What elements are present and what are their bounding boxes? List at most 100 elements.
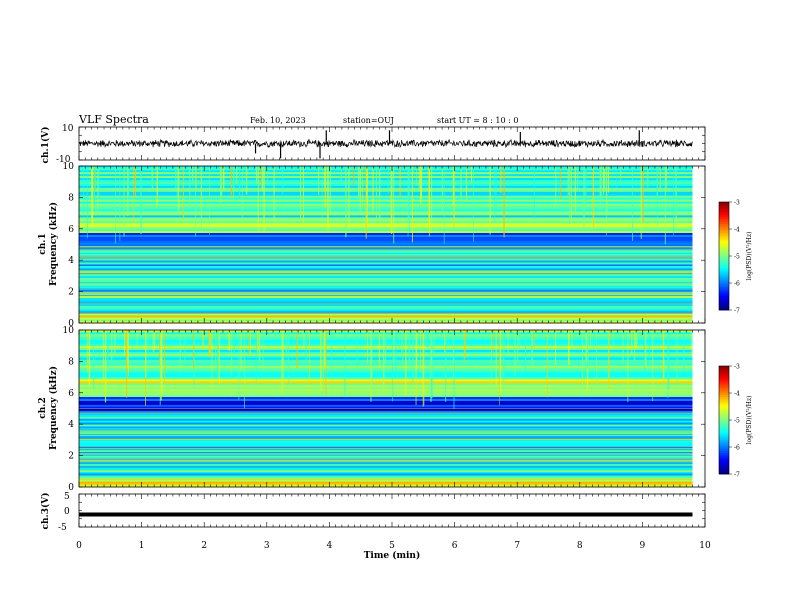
spectrogram-cell-row: [79, 441, 693, 445]
spectrogram-cell-row: [79, 262, 693, 265]
colorbar-step: [719, 450, 729, 453]
ch1-spectrogram-image: [79, 166, 693, 324]
colorbar-step: [719, 308, 729, 311]
spectrogram-cell-row: [79, 475, 693, 478]
freq-tick-label: 6: [68, 225, 74, 235]
colorbar-step: [719, 443, 729, 446]
colorbar-step: [719, 203, 729, 206]
spectrogram-cell-row: [79, 264, 693, 267]
colorbar-step: [719, 275, 729, 278]
spectrogram-cell-row: [79, 412, 693, 415]
time-tick-label: 6: [452, 541, 458, 551]
spectrogram-cell-row: [79, 469, 693, 472]
spectrogram-cell-row: [79, 175, 693, 179]
ch3-xticks: [78, 494, 706, 527]
ch2-spectrogram-xticks: [78, 330, 706, 487]
colorbar-step: [719, 454, 729, 457]
spectrogram-cell-row: [79, 422, 693, 425]
colorbar-tick-label: -4: [734, 391, 740, 398]
colorbar-step: [719, 405, 729, 408]
colorbar-step: [719, 261, 729, 264]
colorbar-tick-label: -3: [734, 200, 740, 207]
spectrogram-cell-row: [79, 242, 693, 245]
colorbar-step: [719, 248, 729, 251]
spectrogram-cell-row: [79, 279, 693, 283]
spectrogram-cell-row: [79, 377, 693, 380]
freq-tick-label: 2: [68, 288, 74, 298]
colorbar-step: [719, 225, 729, 228]
colorbar-step: [719, 214, 729, 217]
spectrogram-cell-row: [79, 189, 693, 192]
freq-tick-label: 0: [68, 319, 74, 329]
ch1-waveform-line: [78, 138, 693, 149]
ch1-xticks: [78, 127, 706, 160]
spectrogram-cell-row: [79, 230, 693, 234]
spectrogram-cell-row: [79, 439, 693, 443]
colorbar-step: [719, 302, 729, 305]
spectrogram-cell-row: [79, 447, 693, 451]
spectrogram-cell-row: [79, 463, 693, 466]
colorbar-step: [719, 283, 729, 286]
colorbar-step: [719, 468, 729, 471]
colorbar-step: [719, 434, 729, 437]
colorbar-step: [719, 241, 729, 244]
spectrogram-cell-row: [79, 234, 693, 237]
ch1-channel-label: ch.1: [38, 233, 48, 254]
spectrogram-cell-row: [79, 451, 693, 454]
colorbar-step: [719, 448, 729, 451]
colorbar-step: [719, 384, 729, 387]
spectrogram-cell-row: [79, 473, 693, 476]
spectrogram-cell-row: [79, 404, 693, 407]
colorbar-step: [719, 301, 729, 304]
colorbar-step: [719, 270, 729, 273]
colorbar-step: [719, 238, 729, 241]
colorbar-step: [719, 212, 729, 215]
ch3-waveform-panel: 5 0 -5 ch.3(V): [40, 492, 706, 533]
colorbar-step: [719, 400, 729, 403]
colorbar-step: [719, 420, 729, 423]
colorbar-step: [719, 250, 729, 253]
spectrogram-cell-row: [79, 277, 693, 281]
spectrogram-cell-row: [79, 217, 693, 220]
spectrogram-cell-row: [79, 218, 693, 222]
spectrogram-cell-row: [79, 384, 693, 388]
ch1-ytick-top: 10: [62, 124, 74, 134]
spectrogram-cell-row: [79, 177, 693, 181]
spectrogram-cell-row: [79, 379, 693, 382]
spectrogram-cell-row: [79, 453, 693, 456]
colorbar-step: [719, 376, 729, 379]
spectrogram-cell-row: [79, 201, 693, 204]
spectrogram-cell-row: [79, 185, 693, 188]
colorbar-step: [719, 403, 729, 406]
spectrogram-cell-row: [79, 244, 693, 247]
colorbar-step: [719, 265, 729, 268]
time-axis: 0 1 2 3 4 5 6 7 8 9 10: [76, 541, 711, 551]
ch2-spectrogram-image: [79, 330, 693, 488]
colorbar-step: [719, 371, 729, 374]
spectrogram-cell-row: [79, 169, 693, 173]
colorbar-step: [719, 430, 729, 433]
colorbar-step: [719, 227, 729, 230]
colorbar-step: [719, 279, 729, 282]
colorbar-step: [719, 236, 729, 239]
colorbar-label: log(PSD)(V²/Hz): [746, 396, 753, 445]
spectrogram-cell-row: [79, 266, 693, 269]
colorbar-step: [719, 456, 729, 459]
colorbar-step: [719, 229, 729, 232]
spectrogram-cell-row: [79, 367, 693, 370]
spectrogram-cell-row: [79, 252, 693, 255]
colorbar-step: [719, 416, 729, 419]
spectrogram-cell-row: [79, 179, 693, 182]
colorbar-step: [719, 414, 729, 417]
ch1-spectrogram-panel: 0 2 4 6 8 10 ch.1 Frequency (kHz) -3 -4 -5 -6 -7 l…: [38, 162, 753, 329]
spectrogram-cell-row: [79, 254, 693, 257]
colorbar-step: [719, 292, 729, 295]
colorbar-step: [719, 459, 729, 462]
freq-tick-label: 6: [68, 389, 74, 399]
spectrogram-cell-row: [79, 236, 693, 239]
colorbar-step: [719, 230, 729, 233]
colorbar-step: [719, 402, 729, 405]
spectrogram-cell-row: [79, 390, 693, 394]
spectrogram-cell-row: [79, 232, 693, 235]
spectrogram-cell-row: [79, 173, 693, 177]
